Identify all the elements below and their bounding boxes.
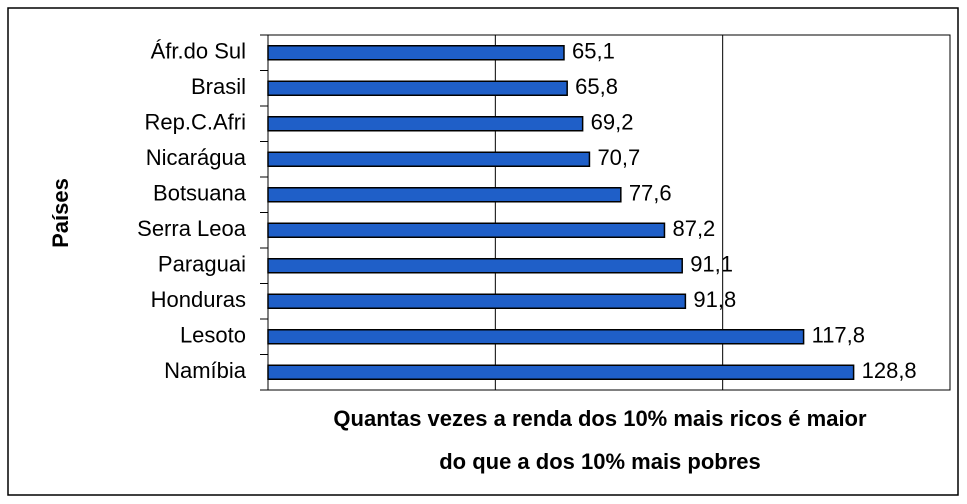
y-tick-label: Áfr.do Sul [151, 39, 246, 64]
value-label: 70,7 [597, 145, 640, 170]
value-label: 69,2 [591, 110, 634, 135]
value-label: 77,6 [629, 181, 672, 206]
value-label: 65,1 [572, 39, 615, 64]
y-tick-label: Namíbia [164, 358, 247, 383]
bar [267, 258, 683, 274]
y-tick-label: Nicarágua [146, 145, 247, 170]
x-axis-title: do que a dos 10% mais pobres [439, 449, 761, 474]
bar [267, 364, 855, 380]
bar [267, 187, 622, 203]
value-label: 91,1 [690, 252, 733, 277]
y-tick-label: Botsuana [153, 181, 247, 206]
y-tick-label: Honduras [151, 287, 246, 312]
value-label: 117,8 [812, 323, 865, 348]
bar [267, 80, 568, 96]
bar [267, 222, 666, 238]
y-tick-label: Serra Leoa [137, 216, 247, 241]
bar [267, 293, 687, 309]
y-tick-label: Paraguai [158, 252, 246, 277]
y-tick-label: Rep.C.Afri [145, 110, 246, 135]
y-axis-title: Países [48, 178, 73, 248]
bar [267, 151, 591, 167]
value-label: 65,8 [575, 74, 618, 99]
value-label: 87,2 [672, 216, 715, 241]
value-label: 128,8 [862, 358, 917, 383]
y-tick-label: Brasil [191, 74, 246, 99]
bar [267, 45, 565, 61]
bar [267, 116, 584, 132]
x-axis-title: Quantas vezes a renda dos 10% mais ricos… [333, 406, 867, 431]
y-tick-label: Lesoto [180, 323, 246, 348]
bar [267, 329, 805, 345]
value-label: 91,8 [693, 287, 736, 312]
